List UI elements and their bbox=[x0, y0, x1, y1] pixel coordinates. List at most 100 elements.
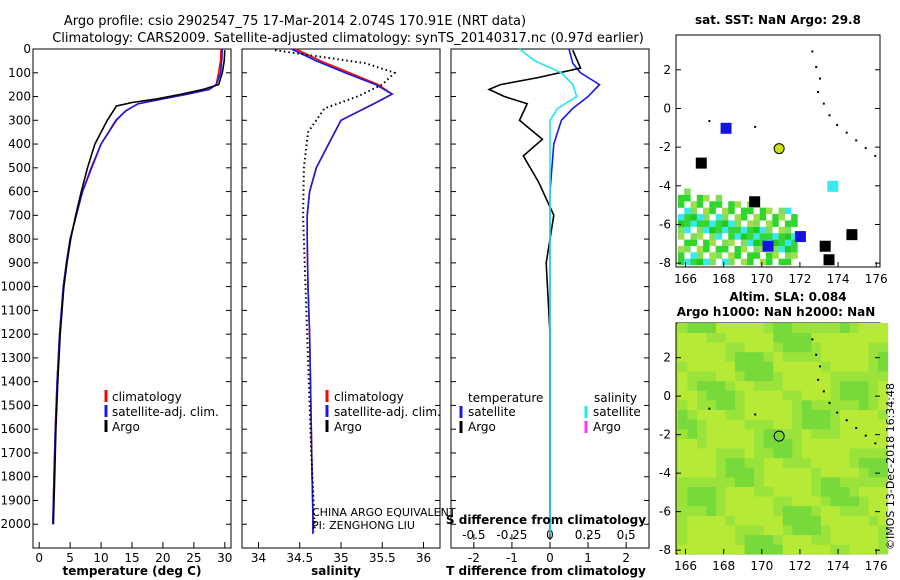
sst-cell bbox=[677, 220, 685, 227]
sla-cell bbox=[687, 409, 698, 420]
sla-cell bbox=[687, 400, 698, 410]
sla-cell bbox=[830, 544, 841, 555]
sla-cell bbox=[696, 534, 707, 545]
sla-cell bbox=[878, 467, 889, 478]
sla-cell bbox=[706, 428, 717, 439]
sla-cell bbox=[820, 486, 831, 497]
sla-cell bbox=[773, 544, 784, 555]
sla-map-title: Altim. SLA: 0.084 bbox=[729, 290, 846, 304]
sst-cell bbox=[690, 239, 697, 247]
sla-cell bbox=[773, 332, 784, 343]
sla-cell bbox=[830, 448, 841, 459]
sla-cell bbox=[878, 496, 889, 507]
sla-cell bbox=[782, 486, 793, 497]
sst-cell bbox=[791, 252, 798, 259]
sst-cell bbox=[728, 207, 735, 215]
sla-cell bbox=[725, 428, 736, 439]
sla-cell bbox=[706, 390, 717, 401]
sla-cell bbox=[859, 534, 870, 545]
sla-cell bbox=[744, 409, 755, 420]
coast-dot bbox=[817, 91, 820, 94]
sla-cell bbox=[820, 390, 831, 401]
sla-cell bbox=[677, 342, 688, 353]
sla-cell bbox=[839, 380, 850, 391]
map-xtick-label: 166 bbox=[674, 272, 697, 286]
sla-cell bbox=[859, 496, 870, 507]
sst-cell bbox=[734, 220, 742, 227]
sla-cell bbox=[859, 342, 870, 353]
sla-cell bbox=[830, 323, 841, 333]
sla-cell bbox=[801, 534, 812, 545]
sla-cell bbox=[868, 457, 879, 468]
sla-cell bbox=[754, 486, 765, 497]
sla-cell bbox=[811, 467, 822, 478]
salinity-panel: 34 34.5 35 35.5 36 salinity climatology sate… bbox=[241, 48, 456, 578]
sla-cell bbox=[677, 448, 688, 459]
sla-cell bbox=[735, 496, 746, 507]
sla-cell bbox=[859, 400, 870, 410]
series-line-temperature-satellite bbox=[549, 48, 601, 534]
sst-cell bbox=[715, 214, 723, 221]
sla-cell bbox=[744, 467, 755, 478]
sst-float-marker bbox=[749, 196, 761, 208]
sst-cell bbox=[696, 194, 704, 202]
sla-cell bbox=[811, 515, 822, 526]
sla-cell bbox=[839, 332, 850, 343]
sst-cell bbox=[703, 194, 710, 202]
sla-cell bbox=[696, 390, 707, 401]
sla-cell bbox=[868, 438, 879, 449]
salinity-legend-climatology: climatology bbox=[334, 390, 404, 404]
sst-cell bbox=[740, 226, 748, 234]
sla-cell bbox=[782, 342, 793, 353]
sla-cell bbox=[763, 467, 774, 478]
pi-text: PI: ZENGHONG LIU bbox=[312, 519, 415, 532]
sla-cell bbox=[744, 457, 755, 468]
map-xtick-label: 174 bbox=[827, 559, 850, 573]
sla-cell bbox=[811, 351, 822, 362]
sla-cell bbox=[868, 371, 879, 382]
sst-cell bbox=[734, 233, 742, 240]
sla-cell bbox=[677, 428, 688, 439]
series-line-satellite-adj-clim- bbox=[52, 48, 224, 525]
sla-cell bbox=[754, 351, 765, 362]
sla-cell bbox=[792, 409, 803, 420]
sla-cell bbox=[696, 496, 707, 507]
sla-cell bbox=[811, 409, 822, 420]
sla-cell bbox=[830, 438, 841, 449]
sla-cell bbox=[744, 525, 755, 536]
sst-cell bbox=[728, 233, 735, 240]
sla-cell bbox=[878, 419, 889, 430]
map-xtick-label: 166 bbox=[674, 559, 697, 573]
sla-cell bbox=[849, 544, 860, 555]
sst-cell bbox=[784, 239, 792, 247]
sla-cell bbox=[849, 409, 860, 420]
sla-cell bbox=[754, 534, 765, 545]
sla-cell bbox=[773, 361, 784, 372]
sla-cell bbox=[792, 477, 803, 487]
sla-cell bbox=[744, 332, 755, 343]
series-line-argo bbox=[274, 49, 397, 532]
sla-cell bbox=[744, 505, 755, 516]
sla-cell bbox=[782, 505, 793, 516]
sla-cell bbox=[839, 525, 850, 536]
sst-cell bbox=[747, 233, 754, 240]
sla-cell bbox=[754, 467, 765, 478]
sla-cell bbox=[782, 448, 793, 459]
xtick-top-label: -0.5 bbox=[462, 528, 485, 542]
sst-cell bbox=[690, 233, 697, 240]
xtick-label: 25 bbox=[186, 551, 201, 565]
sla-cell bbox=[696, 438, 707, 449]
sla-cell bbox=[696, 428, 707, 439]
sla-cell bbox=[754, 332, 765, 343]
sla-cell bbox=[811, 332, 822, 343]
sla-cell bbox=[706, 534, 717, 545]
coast-dot bbox=[817, 378, 820, 381]
sst-cell bbox=[784, 207, 792, 215]
sla-cell bbox=[811, 400, 822, 410]
sst-float-marker bbox=[762, 240, 774, 252]
map-ytick-label: -2 bbox=[659, 140, 671, 154]
temperature-lines bbox=[52, 48, 226, 525]
sla-cell bbox=[820, 419, 831, 430]
sla-cell bbox=[839, 371, 850, 382]
